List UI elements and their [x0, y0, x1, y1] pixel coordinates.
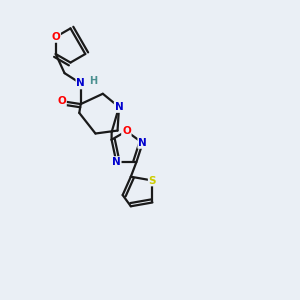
Text: N: N: [138, 138, 147, 148]
Text: N: N: [112, 157, 121, 167]
Text: N: N: [76, 79, 85, 88]
Text: H: H: [89, 76, 97, 86]
Text: S: S: [149, 176, 156, 185]
Text: O: O: [57, 96, 66, 106]
Text: N: N: [115, 102, 123, 112]
Text: O: O: [51, 32, 60, 42]
Text: O: O: [122, 126, 131, 136]
